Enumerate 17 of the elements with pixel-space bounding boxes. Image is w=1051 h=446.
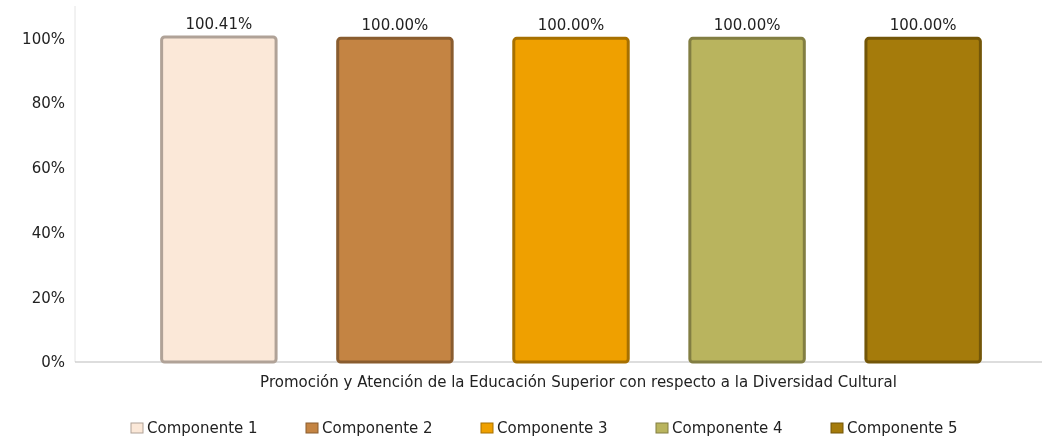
y-tick-label: 20% (31, 288, 65, 307)
data-label: 100.41% (185, 15, 253, 34)
y-tick-label: 0% (41, 353, 65, 372)
data-label: 100.00% (361, 16, 429, 35)
legend-label: Componente 2 (322, 419, 433, 437)
data-label: 100.00% (713, 16, 781, 35)
y-tick-label: 100% (22, 29, 65, 48)
legend-label: Componente 4 (672, 419, 783, 437)
legend-label: Componente 5 (847, 419, 958, 437)
y-tick-label: 80% (31, 94, 65, 113)
x-axis-title: Promoción y Atención de la Educación Superior con respecto a la Diversidad Cultural (260, 373, 897, 391)
legend-label: Componente 3 (497, 419, 608, 437)
data-label: 100.00% (889, 16, 957, 35)
legend-label: Componente 1 (147, 419, 258, 437)
data-label: 100.00% (537, 16, 605, 35)
y-tick-label: 60% (31, 159, 65, 178)
y-tick-label: 40% (31, 223, 65, 242)
